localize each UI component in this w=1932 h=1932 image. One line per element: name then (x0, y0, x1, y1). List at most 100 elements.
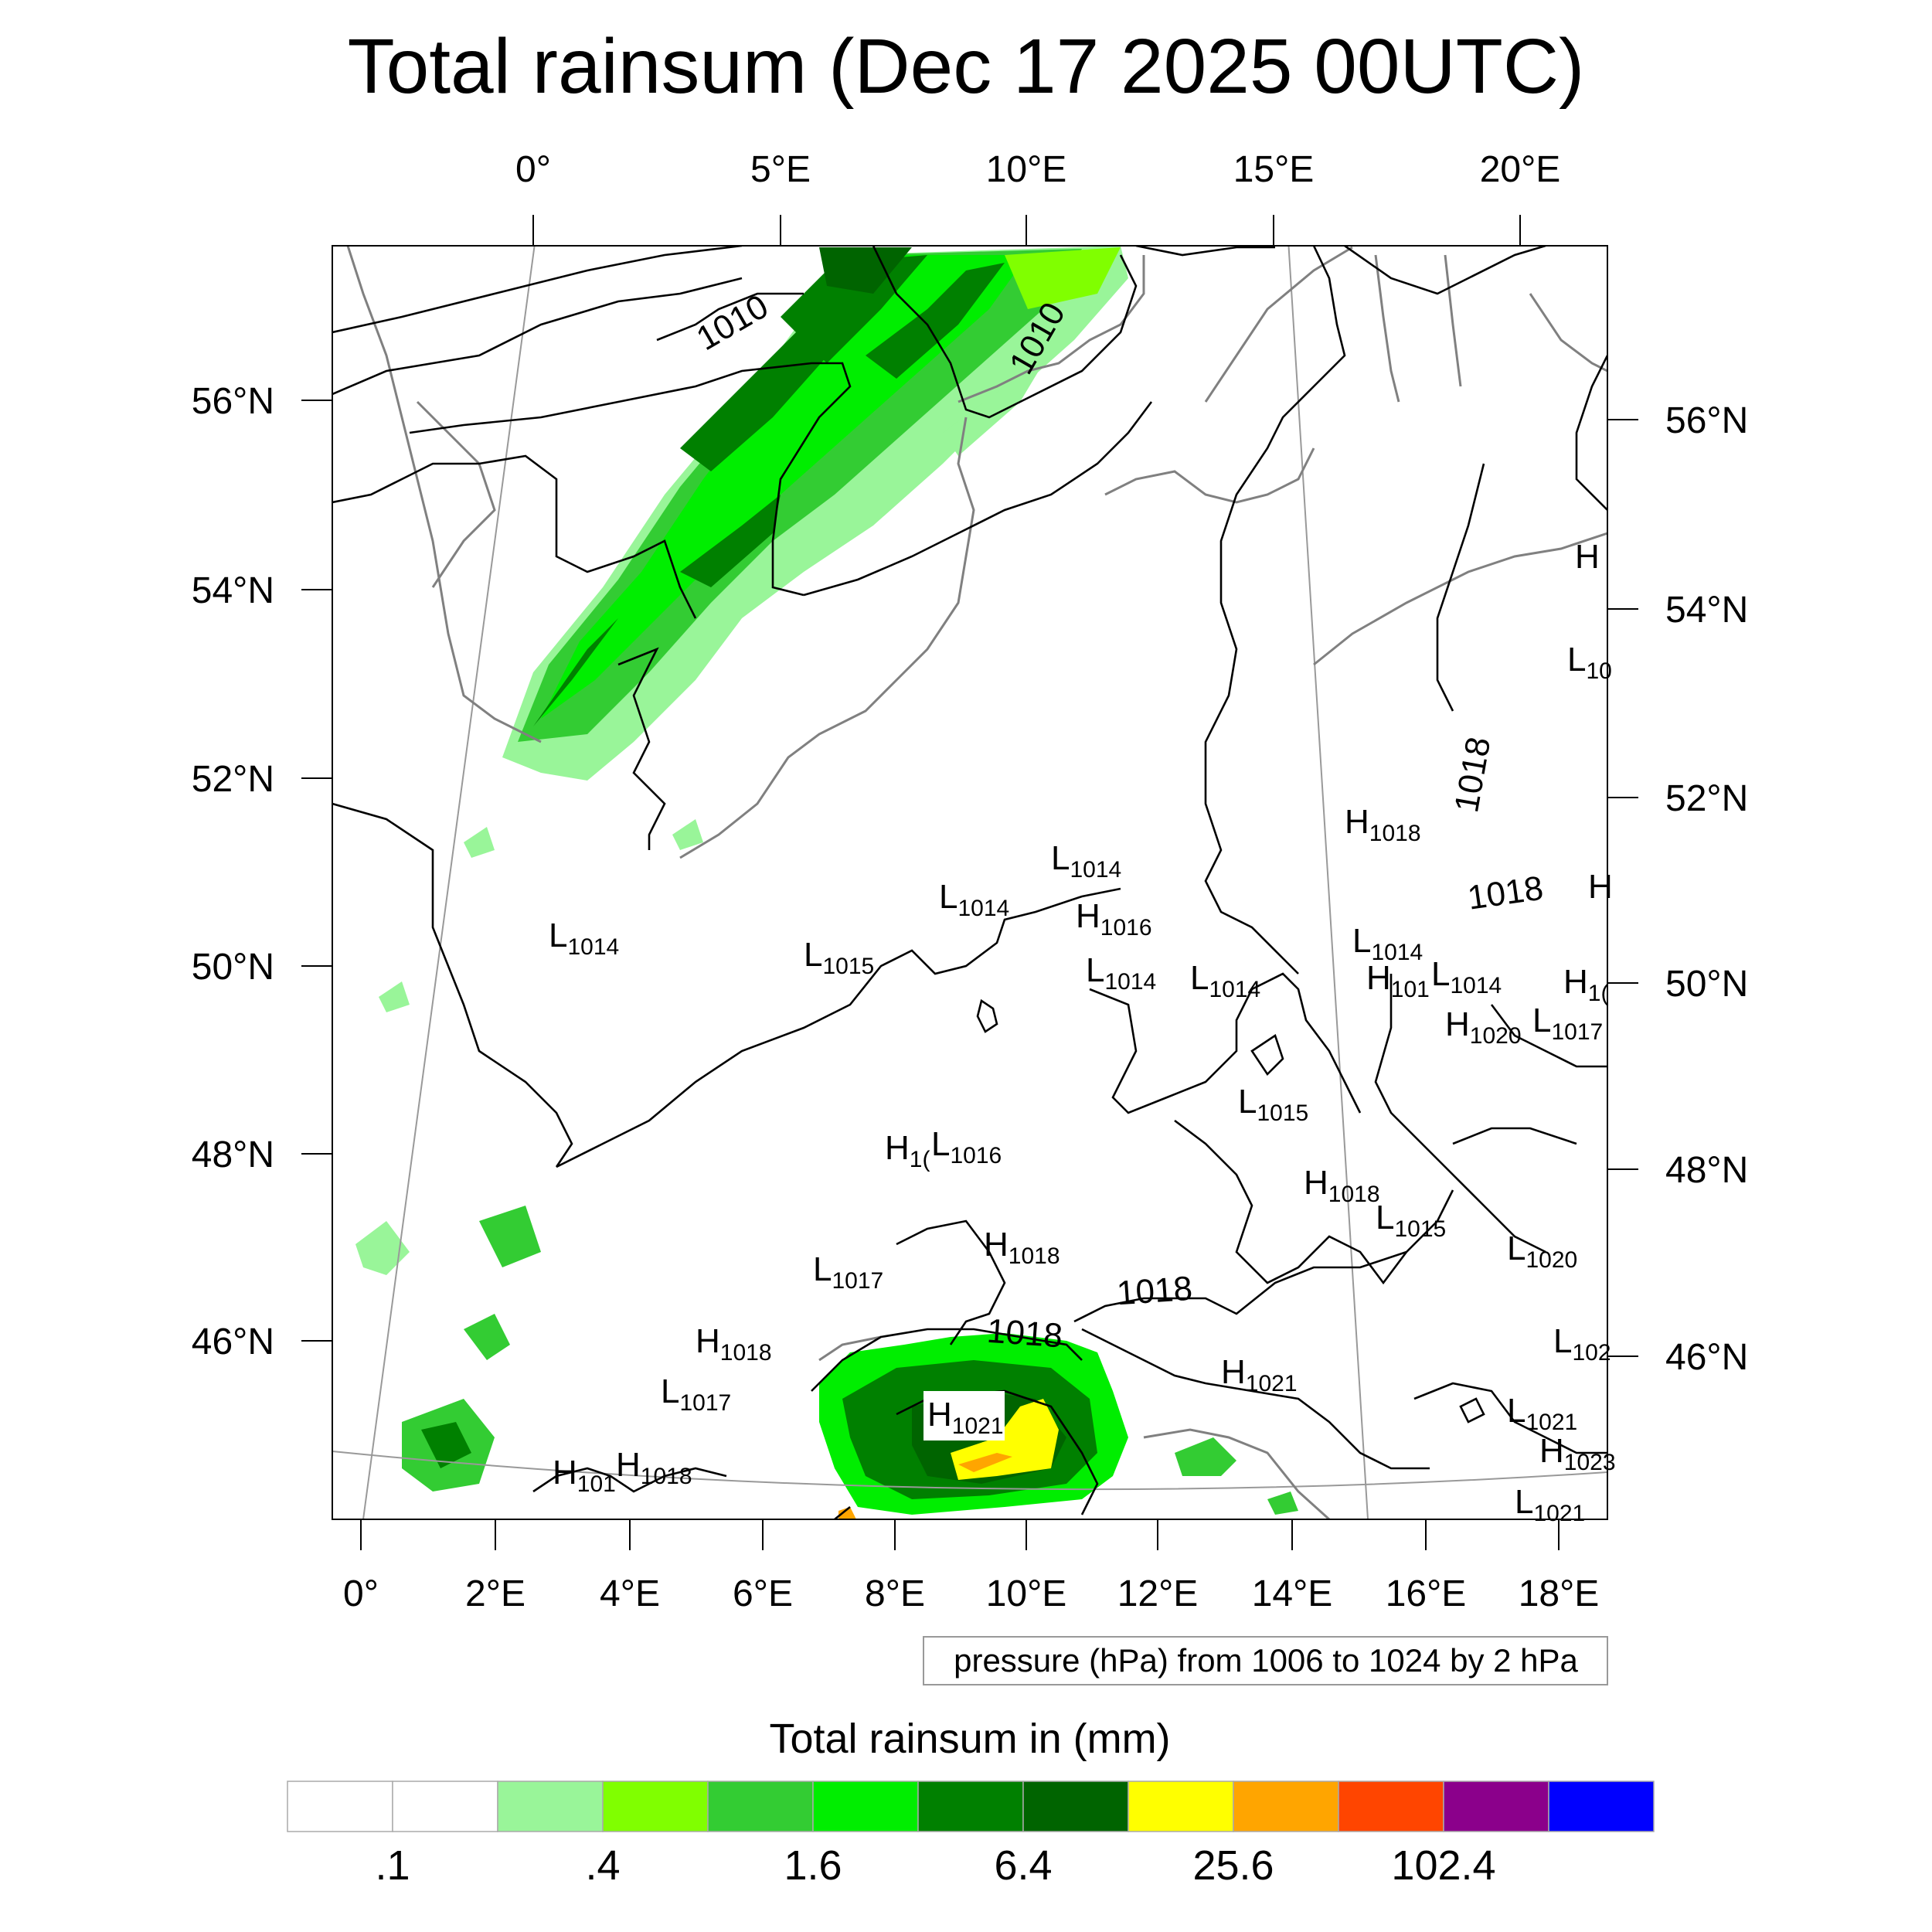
lat-label-right: 48°N (1665, 1150, 1748, 1191)
pressure-center-high: H101 (1366, 959, 1430, 1002)
lon-label-bottom: 12°E (1117, 1573, 1199, 1614)
pressure-center-high: H1020 (1445, 1005, 1522, 1049)
pressure-center-low: L1014 (1051, 839, 1121, 883)
top-longitude-labels: 0° 5°E 10°E 15°E 20°E (515, 149, 1560, 190)
lon-label-bottom: 6°E (733, 1573, 793, 1614)
isobars (332, 246, 1607, 1519)
pressure-center-high: H1018 (696, 1322, 772, 1366)
lon-label-bottom: 4°E (600, 1573, 660, 1614)
lon-label-bottom: 2°E (465, 1573, 526, 1614)
pressure-center-low: L1015 (1376, 1199, 1446, 1242)
colorbar-tick-label: .1 (375, 1842, 410, 1889)
isobar-label: 1018 (1115, 1270, 1193, 1313)
colorbar-tick-label: 102.4 (1391, 1842, 1495, 1889)
colorbar-tick-label: 1.6 (784, 1842, 842, 1889)
pressure-center-high: H1021 (1221, 1353, 1298, 1396)
lon-label-bottom: 0° (343, 1573, 379, 1614)
pressure-center-high: H1018 (1304, 1164, 1380, 1207)
pressure-center-low: L1015 (1238, 1083, 1308, 1126)
lon-label-top: 20°E (1480, 149, 1561, 190)
lat-label-left: 50°N (192, 947, 274, 988)
pressure-info-box: pressure (hPa) from 1006 to 1024 by 2 hP… (923, 1636, 1608, 1685)
pressure-center-high: H (1588, 868, 1613, 906)
lat-label-right: 50°N (1665, 964, 1748, 1005)
pressure-center-low: L1014 (549, 917, 619, 960)
colorbar: Total rainsum in (mm) .1 .4 1.6 6.4 25.6… (287, 1716, 1655, 1889)
colorbar-swatch (287, 1781, 393, 1832)
colorbar-swatches (287, 1781, 1655, 1832)
precipitation-band-north (502, 246, 1128, 781)
colorbar-swatch (707, 1781, 814, 1832)
pressure-center-high: H (1575, 538, 1600, 576)
axis-ticks (301, 215, 1638, 1550)
pressure-center-low: L1014 (1190, 959, 1260, 1002)
colorbar-swatch (1548, 1781, 1655, 1832)
lon-label-bottom: 18°E (1519, 1573, 1600, 1614)
pressure-center-low: L1014 (939, 878, 1009, 921)
lon-label-bottom: 10°E (986, 1573, 1067, 1614)
lon-label-top: 10°E (986, 149, 1067, 190)
lat-label-left: 48°N (192, 1134, 274, 1175)
coastlines (346, 246, 1607, 1519)
lon-label-bottom: 14°E (1252, 1573, 1333, 1614)
pressure-center-high: H101 (553, 1454, 616, 1497)
pressure-center-high: H1( (885, 1129, 930, 1172)
pressure-center-low: L1014 (1352, 922, 1423, 965)
lat-label-left: 46°N (192, 1321, 274, 1362)
lat-label-right: 56°N (1665, 400, 1748, 441)
pressure-center-low: L1020 (1507, 1230, 1577, 1273)
pressure-center-low: L10 (1567, 641, 1612, 684)
lon-label-bottom: 16°E (1386, 1573, 1467, 1614)
pressure-center-high: H1018 (984, 1226, 1060, 1269)
colorbar-swatch (917, 1781, 1024, 1832)
precipitation-scatter-west (355, 819, 703, 1492)
pressure-center-high: H1018 (1345, 803, 1421, 846)
pressure-info-text: pressure (hPa) from 1006 to 1024 by 2 hP… (954, 1642, 1578, 1679)
pressure-center-low: L1017 (1532, 1002, 1603, 1045)
bottom-longitude-labels: 0° 2°E 4°E 6°E 8°E 10°E 12°E 14°E 16°E 1… (343, 1573, 1599, 1614)
lon-label-bottom: 8°E (865, 1573, 925, 1614)
pressure-center-high: H1018 (616, 1446, 692, 1489)
lat-label-left: 54°N (192, 570, 274, 611)
colorbar-swatch (392, 1781, 498, 1832)
lat-label-right: 46°N (1665, 1337, 1748, 1378)
colorbar-swatch (602, 1781, 709, 1832)
lat-label-right: 52°N (1665, 778, 1748, 819)
pressure-center-high: H1021 (927, 1396, 1004, 1439)
lat-label-left: 52°N (192, 759, 274, 800)
lon-label-top: 5°E (750, 149, 811, 190)
colorbar-swatch (497, 1781, 604, 1832)
pressure-center-high: H1023 (1539, 1432, 1616, 1475)
pressure-center-low: L1021 (1515, 1483, 1585, 1526)
map-border (332, 245, 1608, 1520)
pressure-center-low: L1016 (931, 1125, 1002, 1168)
label-backdrop (923, 1391, 1005, 1440)
pressure-centers: H1018 L1014 L1014 H1016 L1014 L1015 L101… (549, 538, 1616, 1526)
pressure-center-low: L1015 (804, 936, 874, 979)
pressure-center-low: L1021 (1507, 1392, 1577, 1435)
isobar-label: 1018 (985, 1312, 1063, 1355)
figure-title: Total rainsum (Dec 17 2025 00UTC) (348, 23, 1585, 110)
colorbar-swatch (1233, 1781, 1339, 1832)
colorbar-swatch (1022, 1781, 1129, 1832)
right-latitude-labels: 56°N 54°N 52°N 50°N 48°N 46°N (1665, 400, 1748, 1378)
lat-label-left: 56°N (192, 381, 274, 422)
graticule (332, 246, 1607, 1519)
lat-label-right: 54°N (1665, 590, 1748, 631)
pressure-center-high: H1( (1563, 963, 1608, 1006)
pressure-center-high: H1016 (1076, 897, 1152, 940)
colorbar-title: Total rainsum in (mm) (769, 1716, 1170, 1762)
colorbar-tick-label: 25.6 (1192, 1842, 1274, 1889)
colorbar-swatch (1338, 1781, 1444, 1832)
colorbar-tick-label: 6.4 (994, 1842, 1052, 1889)
pressure-center-low: L1014 (1086, 951, 1156, 995)
pressure-center-low: L1014 (1431, 955, 1502, 998)
colorbar-tick-label: .4 (585, 1842, 620, 1889)
pressure-center-low: L1017 (661, 1372, 731, 1416)
colorbar-swatch (812, 1781, 919, 1832)
pressure-center-low: L102 (1553, 1322, 1611, 1366)
lon-label-top: 0° (515, 149, 551, 190)
lon-label-top: 15°E (1233, 149, 1315, 190)
pressure-center-low: L1017 (813, 1250, 883, 1294)
